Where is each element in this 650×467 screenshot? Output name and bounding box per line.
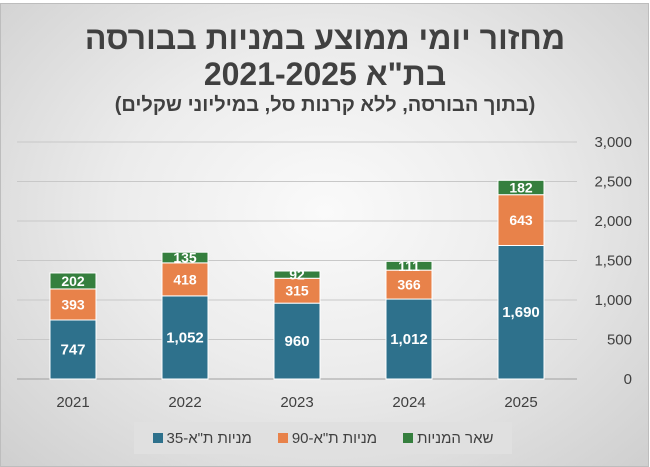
legend-label: מניות ת"א-35 [166,429,252,447]
x-tick-label: 2022 [168,394,201,411]
data-label: 202 [61,273,85,289]
y-tick-label: 1,500 [594,253,632,270]
data-label: 135 [173,250,197,266]
data-label: 315 [285,283,309,299]
y-tick-label: 1,000 [594,292,632,309]
x-tick-label: 2023 [280,394,313,411]
bar-segment [497,179,545,196]
legend: מניות ת"א-35 מניות ת"א-90 שאר המניות [134,422,512,454]
chart-title-line2: בת"א 2021-2025 [203,56,447,92]
legend-swatch [152,433,163,443]
data-label: 182 [509,180,533,196]
data-label: 92 [289,267,305,283]
bar-segment [161,262,209,297]
data-label: 393 [61,296,85,312]
legend-swatch [403,433,414,443]
bar-segment [497,244,545,380]
data-label: 366 [397,277,421,293]
chart-subtitle: (בתוך הבורסה, ללא קרנות סל, במיליוני שקל… [114,94,536,116]
y-tick-label: 3,000 [594,134,632,151]
legend-item-ta90: מניות ת"א-90 [277,429,378,447]
legend-label: שאר המניות [417,429,494,447]
legend-item-other: שאר המניות [403,430,493,447]
x-tick-label: 2024 [392,394,425,411]
legend-swatch [277,433,288,443]
y-tick-label: 2,000 [594,213,632,230]
legend-item-ta35: מניות ת"א-35 [152,429,252,447]
y-tick-label: 500 [607,332,632,349]
x-tick-label: 2021 [56,394,89,411]
data-label: 418 [173,271,197,287]
data-label: 747 [60,341,85,358]
bar-segment [273,270,321,279]
data-label: 111 [398,258,420,274]
legend-label: מניות ת"א-90 [291,429,378,447]
bar-segment [385,269,433,300]
bar-segment [49,272,97,290]
y-tick-label: 0 [624,371,632,388]
bar-segment [273,302,321,380]
bar-segment [497,194,545,246]
bar-segment [161,295,209,380]
data-label: 643 [509,212,533,228]
bar-segment [161,251,209,264]
data-label: 960 [284,333,309,350]
bar-segment [49,319,97,380]
x-tick-label: 2025 [504,394,537,411]
data-label: 1,690 [502,304,540,321]
bar-segment [385,298,433,380]
data-label: 1,012 [390,331,428,348]
data-label: 1,052 [166,329,204,346]
y-tick-label: 2,500 [594,174,632,191]
chart-title: מחזור יומי ממוצע במניות בבורסה [84,20,566,56]
bar-segment [385,260,433,271]
